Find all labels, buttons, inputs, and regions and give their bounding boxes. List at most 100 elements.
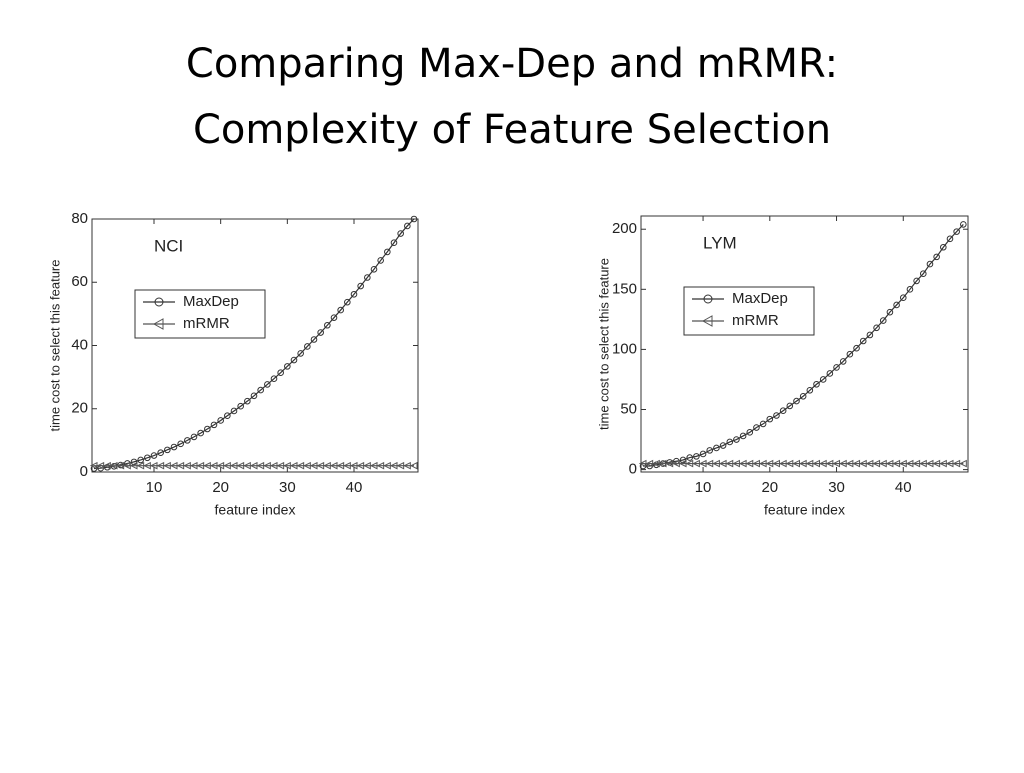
y-tick-label: 40 [71, 336, 88, 353]
plot-frame [640, 215, 969, 473]
data-point [773, 412, 780, 419]
data-point [250, 392, 258, 400]
data-point [404, 222, 411, 230]
legend-label: mRMR [183, 315, 230, 332]
y-tick-label: 0 [629, 461, 637, 478]
data-point [164, 446, 171, 454]
annotation: LYM [703, 233, 737, 252]
data-point [210, 421, 218, 429]
data-point [264, 381, 271, 388]
data-point [919, 270, 927, 277]
data-point [350, 290, 358, 298]
data-point [237, 402, 244, 410]
x-tick-label: 10 [146, 479, 163, 496]
data-point [933, 253, 940, 261]
data-point [866, 331, 874, 339]
data-point [184, 437, 191, 444]
y-tick-label: 0 [80, 463, 88, 480]
data-point [733, 436, 740, 443]
data-point [410, 215, 418, 223]
data-point [926, 260, 934, 268]
data-point [224, 412, 231, 420]
y-tick-label: 200 [612, 220, 637, 237]
data-point [137, 456, 144, 464]
data-point [204, 425, 211, 433]
data-point [813, 380, 820, 388]
data-point [699, 450, 707, 458]
legend-box [134, 289, 266, 339]
legend-marker [152, 318, 164, 330]
data-point [397, 230, 404, 237]
data-point [839, 358, 847, 365]
data-point [799, 392, 807, 400]
data-point [150, 452, 158, 459]
x-tick-label: 20 [761, 479, 778, 496]
data-point [846, 350, 854, 358]
data-point [144, 454, 151, 462]
data-point [913, 277, 920, 285]
legend-box [683, 286, 815, 336]
y-tick-label: 80 [71, 210, 88, 227]
data-point [940, 243, 947, 251]
x-tick-label: 40 [895, 479, 912, 496]
data-point [879, 317, 887, 324]
y-tick-label: 60 [71, 273, 88, 290]
data-point [244, 397, 251, 405]
data-point [833, 364, 840, 371]
data-point [819, 376, 827, 383]
data-point [290, 356, 298, 364]
data-point [886, 308, 894, 316]
data-point [946, 235, 954, 243]
series-line [93, 218, 415, 470]
data-point [719, 442, 727, 449]
data-point [344, 298, 351, 306]
x-tick-label: 20 [212, 479, 229, 496]
legend-marker [154, 297, 164, 307]
x-axis-label: feature index [215, 502, 296, 518]
data-point [277, 369, 284, 376]
data-point [899, 294, 907, 302]
y-tick-label: 50 [620, 400, 637, 417]
data-point [953, 228, 960, 235]
data-point [257, 386, 264, 394]
x-tick-label: 40 [346, 479, 363, 496]
data-point [390, 239, 398, 247]
data-point [230, 407, 238, 415]
data-point [906, 286, 914, 293]
annotation: NCI [154, 236, 183, 255]
data-point [706, 447, 714, 454]
data-point [786, 402, 794, 410]
data-point [873, 324, 880, 332]
data-point [853, 344, 860, 352]
data-point [766, 415, 774, 423]
data-point [297, 350, 304, 357]
y-axis-label: time cost to select this feature [47, 260, 62, 432]
data-point [310, 336, 318, 343]
data-point [753, 424, 760, 431]
x-axis-label: feature index [764, 502, 845, 518]
data-point [284, 363, 291, 370]
data-point [726, 438, 734, 446]
data-point [384, 248, 391, 256]
data-point [190, 433, 198, 441]
data-point [960, 221, 967, 228]
data-point [739, 432, 747, 440]
data-point [370, 265, 378, 273]
data-point [357, 282, 364, 290]
legend-label: MaxDep [732, 290, 788, 307]
data-point [197, 429, 204, 437]
data-point [304, 343, 311, 350]
data-point [806, 386, 814, 394]
data-point [779, 407, 787, 415]
y-tick-label: 20 [71, 400, 88, 417]
plot-frame [91, 218, 419, 473]
data-point [893, 301, 900, 309]
data-point [330, 314, 338, 321]
data-point [217, 417, 224, 424]
data-point [746, 429, 754, 436]
y-tick-label: 150 [612, 280, 637, 297]
legend-marker [701, 315, 713, 327]
data-point [793, 397, 800, 405]
data-point [157, 449, 164, 457]
